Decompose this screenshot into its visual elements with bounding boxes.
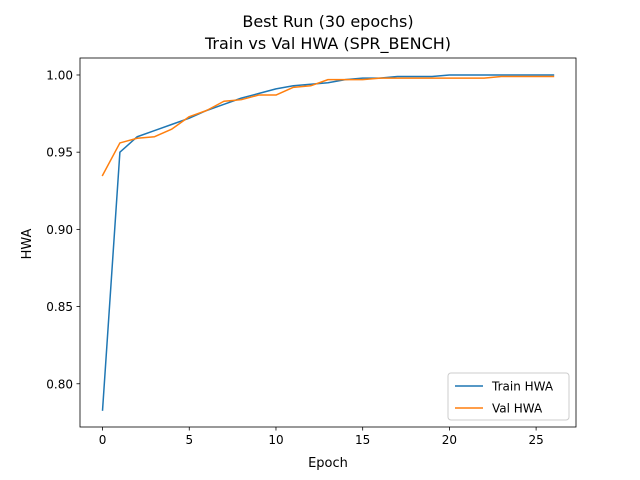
x-tick-label: 5: [185, 433, 193, 447]
series-line-0: [101, 74, 555, 411]
x-tick-label: 20: [442, 433, 457, 447]
legend: Train HWA Val HWA: [447, 372, 570, 421]
legend-label-0: Train HWA: [491, 380, 554, 394]
series-line-1: [101, 75, 555, 177]
y-tick-label: 0.80: [46, 377, 73, 391]
x-axis-label: Epoch: [308, 456, 348, 471]
y-axis-label: HWA: [20, 228, 35, 259]
legend-label-1: Val HWA: [492, 402, 543, 416]
y-tick-label: 1.00: [46, 68, 73, 82]
y-tick-label: 0.85: [46, 300, 73, 314]
plot-area: 0 5 10 15 20 25 0.80 0.85 0.90 0.95 1.00: [46, 57, 577, 447]
x-tick-label: 0: [99, 433, 107, 447]
axes-frame: [79, 57, 577, 428]
x-tick-label: 25: [528, 433, 543, 447]
chart-subtitle: Train vs Val HWA (SPR_BENCH): [204, 34, 451, 54]
chart-title: Best Run (30 epochs): [242, 12, 413, 31]
x-tick-label: 15: [355, 433, 370, 447]
y-tick-label: 0.90: [46, 223, 73, 237]
x-tick-label: 10: [268, 433, 283, 447]
y-tick-label: 0.95: [46, 146, 73, 160]
